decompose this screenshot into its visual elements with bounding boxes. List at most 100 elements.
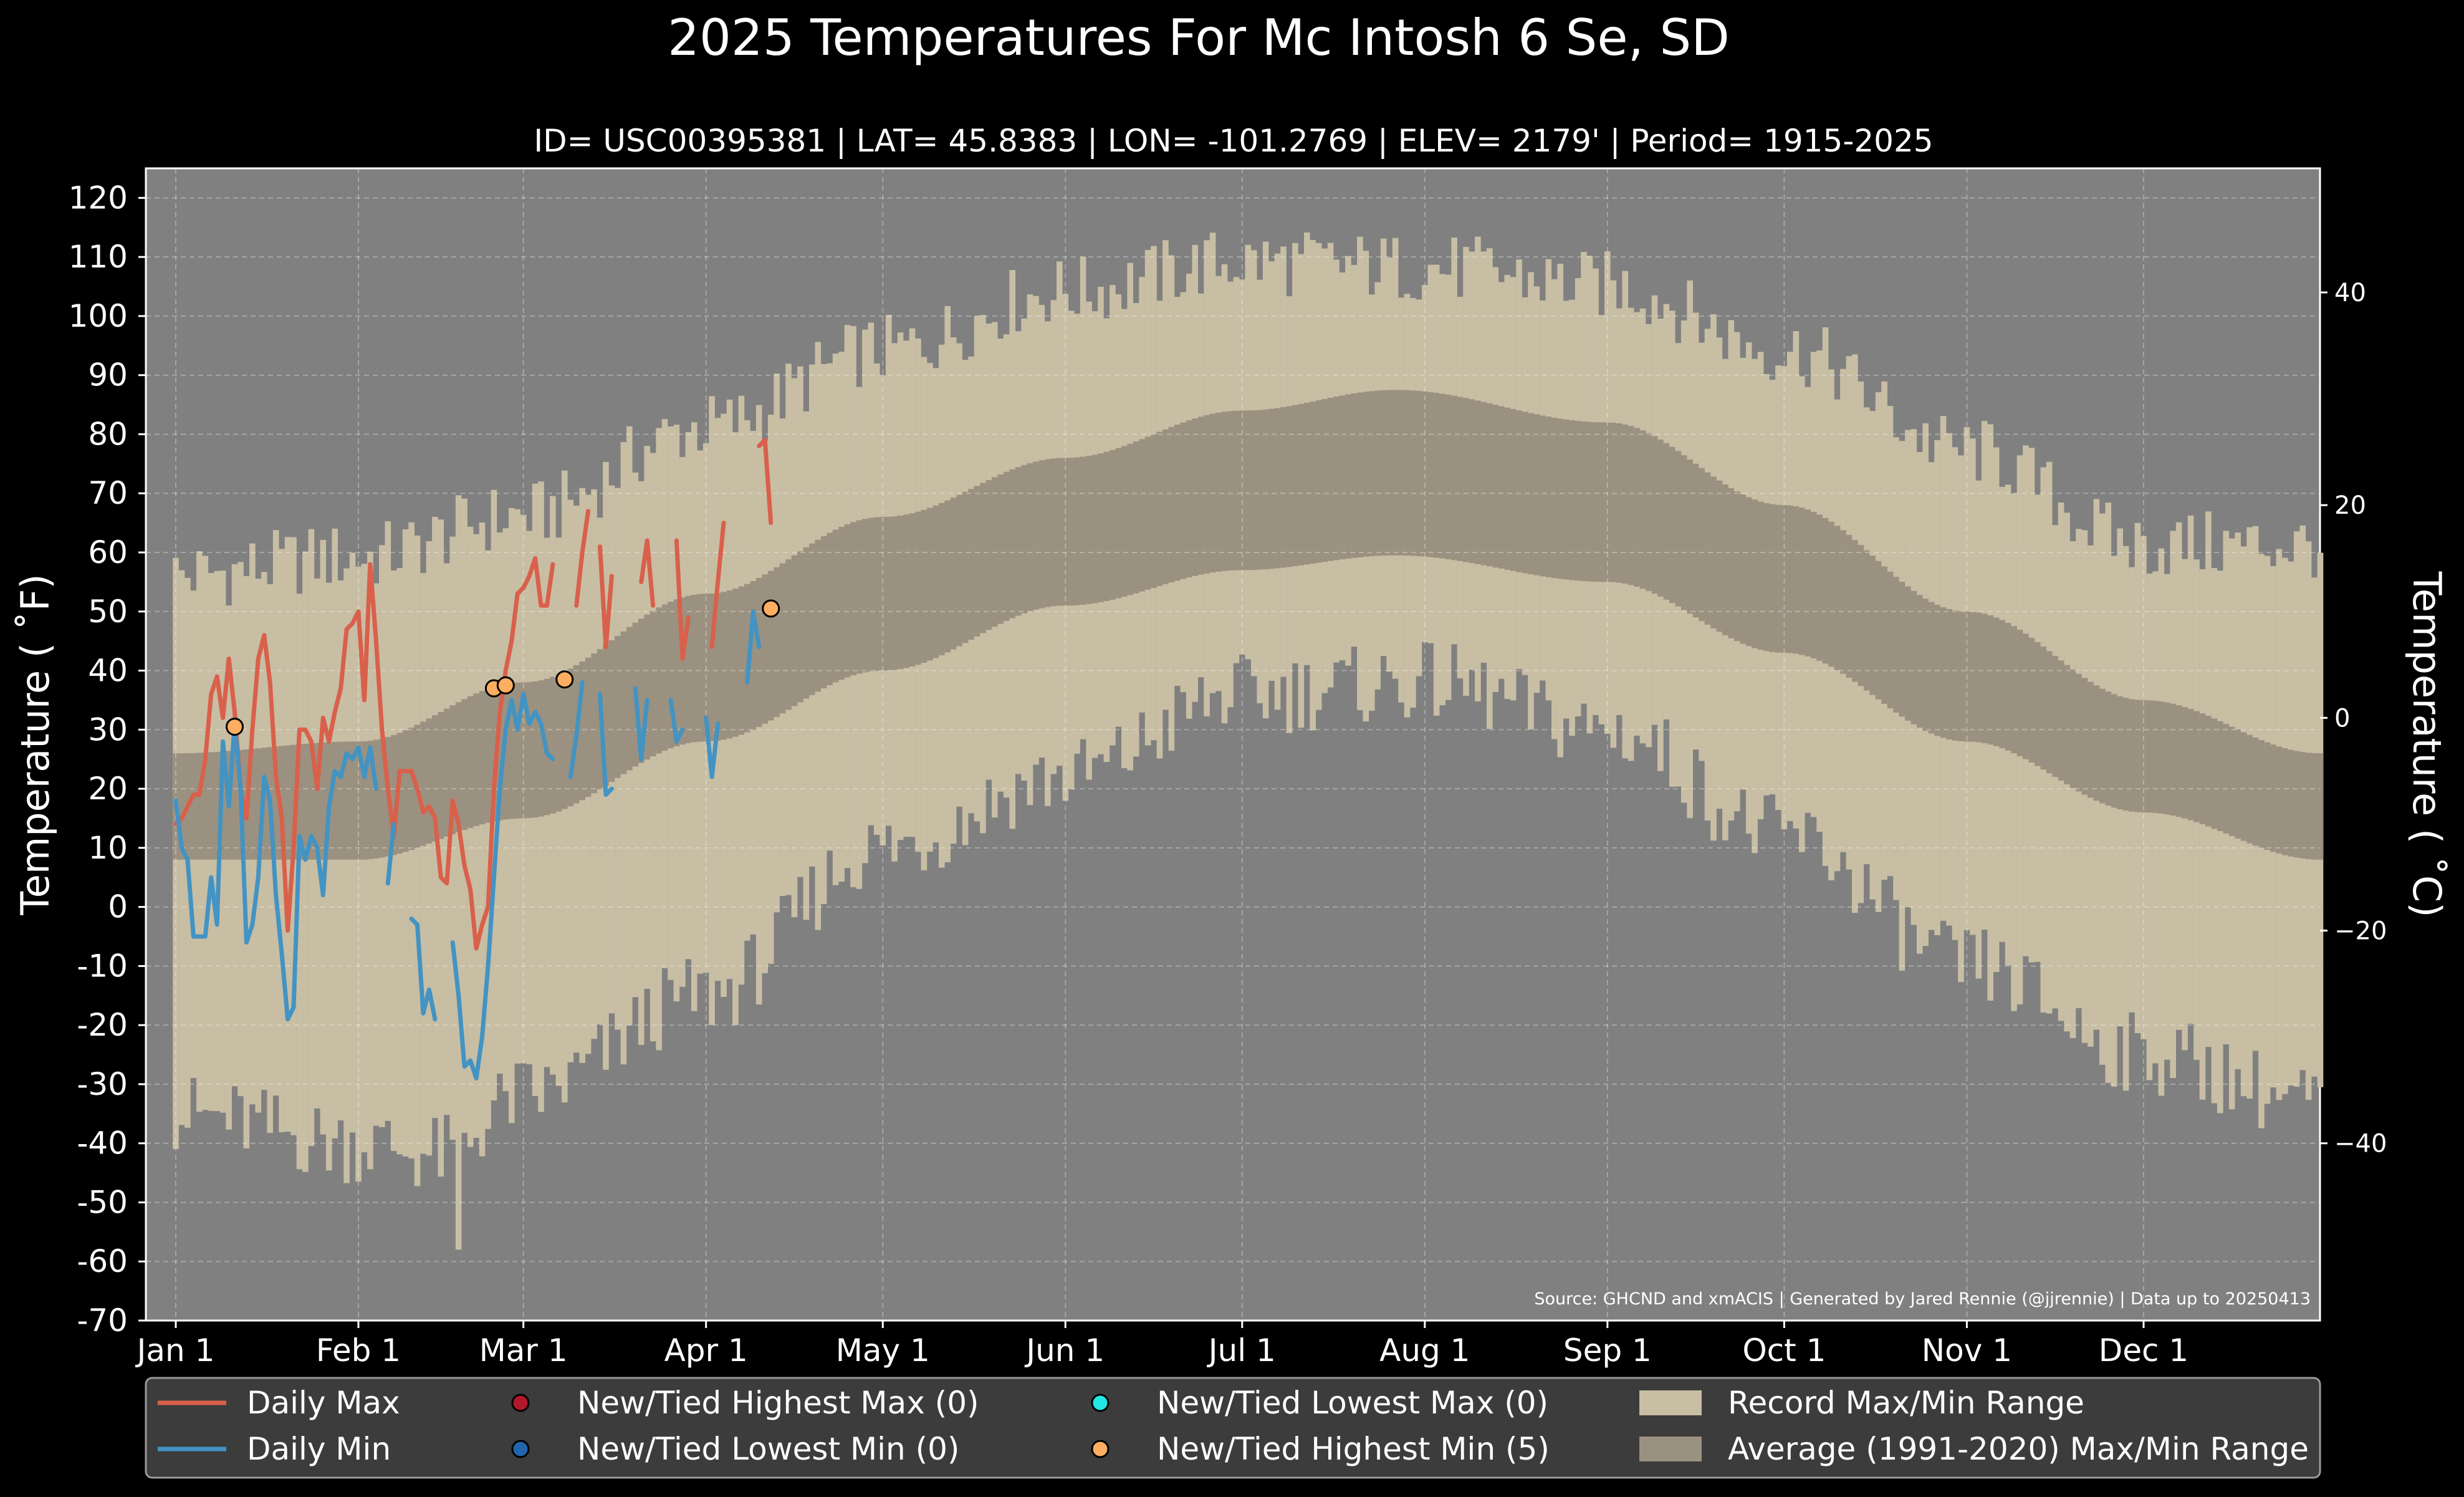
daily-max-line <box>757 438 774 526</box>
daily-min-line <box>409 917 438 1022</box>
average-range-bar <box>1091 455 1098 604</box>
average-range-bar <box>673 599 680 746</box>
average-range-bar <box>827 532 833 685</box>
average-range-bar <box>2105 691 2112 806</box>
average-range-bar <box>485 688 491 823</box>
average-range-bar <box>520 682 527 819</box>
average-range-bar <box>567 668 574 807</box>
average-range-bar <box>1958 611 1964 741</box>
average-range-bar <box>208 752 214 860</box>
average-range-bar <box>1345 394 1351 559</box>
legend: Daily Max Daily Min New/Tied Highest Max (… <box>158 1385 2309 1467</box>
average-range-bar <box>1433 393 1440 558</box>
average-range-bar <box>2040 647 2047 770</box>
average-range-bar <box>449 705 456 835</box>
average-range-bar <box>1475 400 1481 564</box>
average-range-bar <box>296 744 303 860</box>
record-range-bar <box>226 605 232 1130</box>
average-range-bar <box>308 743 315 860</box>
average-range-bar <box>509 683 515 819</box>
average-range-bar <box>1604 422 1611 582</box>
average-range-bar <box>1881 566 1887 704</box>
average-range-bar <box>603 645 609 786</box>
average-range-bar <box>1339 395 1346 560</box>
daily-min-line <box>668 698 685 744</box>
average-range-bar <box>1869 556 1876 695</box>
average-range-bar <box>615 635 621 778</box>
average-range-bar <box>832 529 839 683</box>
average-range-bar <box>2134 700 2141 812</box>
average-range-bar <box>402 730 409 852</box>
daily-min-line <box>598 691 614 797</box>
average-range-bar <box>497 685 503 821</box>
average-range-bar <box>880 517 886 671</box>
record-range-bar <box>2217 570 2223 1114</box>
average-range-bar <box>1292 405 1298 567</box>
average-range-bar <box>1516 410 1522 572</box>
average-range-bar <box>2111 694 2117 808</box>
average-range-bar <box>1510 409 1517 571</box>
daily-min-line <box>745 609 762 685</box>
y-tick-label: 120 <box>69 180 128 216</box>
average-range-bar <box>591 653 597 794</box>
average-range-bar <box>2069 669 2076 788</box>
average-range-bar <box>337 741 344 860</box>
average-range-bar <box>732 589 739 737</box>
average-range-bar <box>1975 612 1982 743</box>
legend-patch-swatch <box>1639 1390 1702 1415</box>
average-range-bar <box>950 498 957 650</box>
average-range-bar <box>1863 550 1870 691</box>
average-range-bar <box>2005 623 2011 751</box>
average-range-bar <box>1740 494 1746 644</box>
average-range-bar <box>620 631 627 774</box>
average-range-bar <box>992 477 998 627</box>
average-range-bar <box>2317 753 2324 860</box>
record-range-bar <box>2111 556 2117 1087</box>
y-right-tick-label: −20 <box>2334 917 2387 946</box>
average-range-bar <box>1204 415 1210 574</box>
average-range-bar <box>1710 476 1717 628</box>
average-range-bar <box>514 682 520 819</box>
average-range-bar <box>626 627 633 771</box>
average-range-bar <box>2058 660 2064 781</box>
average-range-bar <box>249 749 256 860</box>
average-range-bar <box>1704 472 1711 625</box>
average-range-bar <box>2146 700 2153 813</box>
average-range-bar <box>272 746 279 860</box>
average-range-bar <box>1057 458 1063 606</box>
average-range-bar <box>196 753 203 860</box>
average-range-bar <box>1663 443 1670 600</box>
average-range-bar <box>1598 422 1605 582</box>
average-range-bar <box>1940 607 1947 738</box>
average-range-bar <box>1180 422 1187 579</box>
average-range-bar <box>1410 390 1416 556</box>
average-range-bar <box>502 684 509 820</box>
average-range-bar <box>1692 463 1699 618</box>
average-range-bars <box>173 390 2324 860</box>
average-range-bar <box>1115 448 1122 599</box>
average-range-bar <box>1239 410 1245 570</box>
average-range-bar <box>1734 491 1740 642</box>
average-range-bar <box>1858 545 1864 686</box>
average-range-bar <box>608 640 615 782</box>
average-range-bar <box>1793 506 1800 654</box>
average-range-bar <box>1934 605 1940 736</box>
average-range-bar <box>850 522 856 676</box>
average-range-bar <box>1828 521 1834 667</box>
average-range-bar <box>1946 609 1952 739</box>
x-tick-label: Jul 1 <box>1207 1332 1276 1369</box>
average-range-bar <box>438 711 444 839</box>
y-right-tick-label: 0 <box>2334 704 2350 733</box>
average-range-bar <box>1050 458 1057 607</box>
average-range-bar <box>1144 436 1151 590</box>
y-axis-left-label: Temperature ( ˚F) <box>12 574 58 915</box>
record-range-bar <box>449 536 456 1140</box>
average-range-bar <box>1274 408 1281 569</box>
average-range-bar <box>1575 421 1581 581</box>
average-range-bar <box>2170 703 2176 816</box>
average-range-bar <box>1027 463 1033 612</box>
average-range-bar <box>1910 590 1917 724</box>
average-range-bar <box>1982 614 1988 743</box>
average-range-bar <box>1563 419 1570 580</box>
average-range-bar <box>956 494 962 647</box>
